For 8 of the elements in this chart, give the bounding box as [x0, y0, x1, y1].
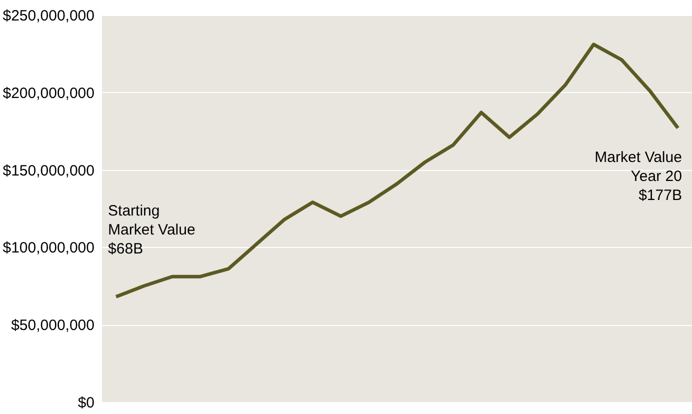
y-tick-label: $150,000,000 [2, 162, 94, 180]
y-tick-label: $0 [78, 394, 94, 412]
y-tick-label: $50,000,000 [11, 317, 94, 334]
annotation: Starting Market Value $68B [108, 202, 196, 258]
y-tick-label: $200,000,000 [2, 84, 94, 102]
annotation: Market Value Year 20 $177B [594, 149, 682, 204]
y-tick-label: $250,000,000 [2, 8, 94, 24]
y-tick-label: $100,000,000 [2, 240, 94, 257]
